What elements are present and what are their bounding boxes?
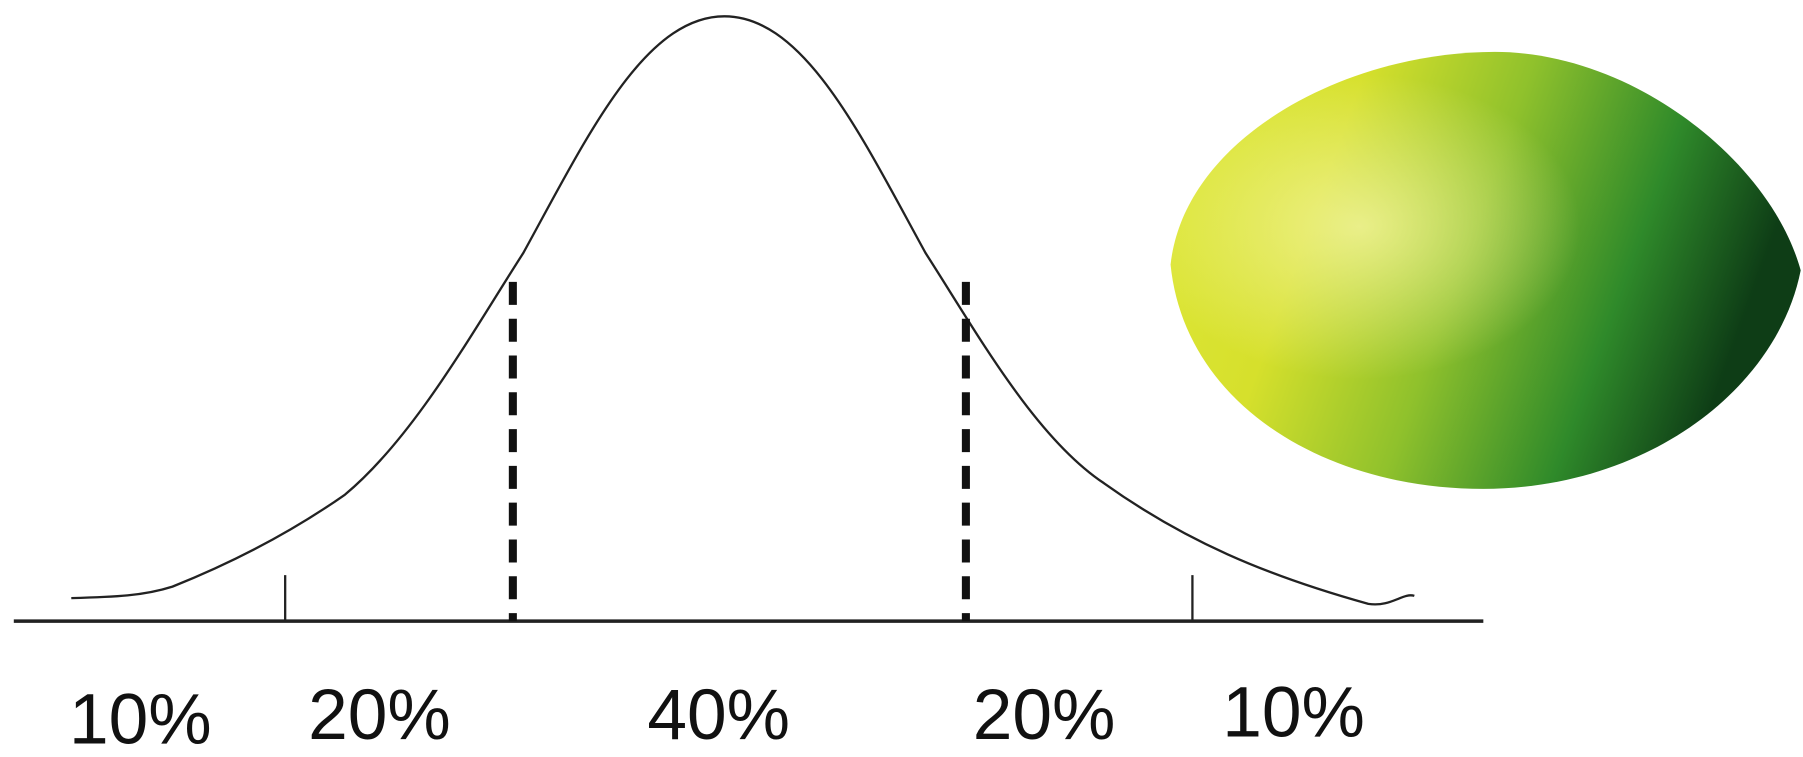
page: 10% 20% 40% 20% 10% (() => { const data … [0,0,1803,757]
segment-label: 20% [308,675,451,755]
segment-label: 40% [647,675,790,755]
segment-label: 20% [973,675,1116,755]
segment-label: 10% [1222,673,1365,753]
bell-curve-diagram: 10% 20% 40% 20% 10% [0,0,1803,757]
segment-label: 10% [69,679,212,757]
